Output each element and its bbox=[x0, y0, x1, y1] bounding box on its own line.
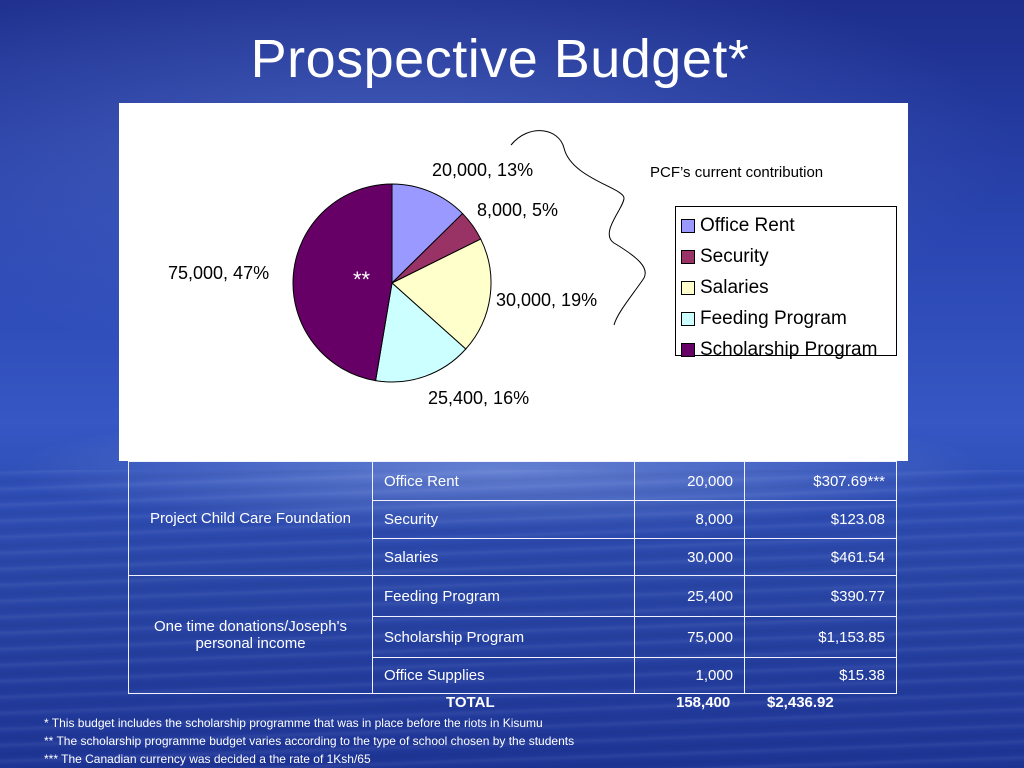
cad-cell: $461.54 bbox=[744, 538, 897, 576]
item-cell: Office Supplies bbox=[372, 657, 635, 694]
data-label-salaries: 30,000, 19% bbox=[496, 290, 597, 310]
pcf-contribution-brace bbox=[510, 130, 646, 326]
cad-cell: $15.38 bbox=[744, 657, 897, 694]
cad-cell: $123.08 bbox=[744, 500, 897, 539]
table-row: Salaries 30,000 $461.54 bbox=[129, 538, 897, 576]
legend-item-feeding-program: Feeding Program bbox=[680, 303, 896, 334]
legend-item-security: Security bbox=[680, 242, 896, 273]
slice-scholarship-program bbox=[292, 183, 393, 382]
legend-swatch bbox=[681, 280, 695, 295]
legend-label: Salaries bbox=[700, 276, 769, 298]
legend-item-salaries: Salaries bbox=[680, 273, 896, 304]
total-row: TOTAL 158,400 $2,436.92 bbox=[0, 694, 1024, 714]
legend-swatch bbox=[681, 219, 695, 234]
ksh-cell: 1,000 bbox=[633, 657, 746, 694]
total-cad: $2,436.92 bbox=[767, 694, 834, 711]
legend-item-scholarship-program: Scholarship Program bbox=[680, 334, 896, 365]
table-row: Office Supplies 1,000 $15.38 bbox=[129, 657, 897, 694]
item-cell: Office Rent bbox=[372, 461, 635, 501]
legend-item-office-rent: Office Rent bbox=[680, 211, 896, 242]
table-row: One time donations/Joseph's personal inc… bbox=[128, 575, 897, 694]
total-label: TOTAL bbox=[446, 694, 495, 711]
cad-cell: $307.69*** bbox=[744, 461, 897, 501]
page-title: Prospective Budget* bbox=[250, 29, 750, 89]
group-label-pcf: Project Child Care Foundation bbox=[128, 461, 373, 576]
ksh-cell: 8,000 bbox=[633, 500, 746, 539]
legend-label: Security bbox=[700, 246, 769, 268]
item-cell: Security bbox=[372, 500, 635, 539]
slice-salaries bbox=[391, 238, 492, 350]
item-cell: Feeding Program bbox=[372, 575, 635, 617]
data-label-office-rent: 20,000, 13% bbox=[432, 160, 533, 180]
table-row: Scholarship Program 75,000 $1,153.85 bbox=[129, 616, 897, 658]
footnotes: * This budget includes the scholarship p… bbox=[44, 714, 574, 768]
ksh-cell: 25,400 bbox=[633, 575, 746, 617]
ksh-cell: 30,000 bbox=[633, 538, 746, 576]
table-row: Project Child Care Foundation Office Ren… bbox=[128, 461, 897, 576]
ksh-cell: 75,000 bbox=[633, 616, 746, 658]
legend-swatch bbox=[681, 250, 695, 265]
item-cell: Salaries bbox=[372, 538, 635, 576]
pie-chart-panel: 20,000, 13% 8,000, 5% 30,000, 19% 25,400… bbox=[119, 103, 908, 461]
data-label-security: 8,000, 5% bbox=[477, 200, 558, 220]
budget-table: Project Child Care Foundation Office Ren… bbox=[128, 461, 897, 694]
cad-cell: $1,153.85 bbox=[744, 616, 897, 658]
footnote-3: *** The Canadian currency was decided a … bbox=[44, 752, 371, 766]
legend-label: Scholarship Program bbox=[700, 338, 878, 360]
ksh-cell: 20,000 bbox=[633, 461, 746, 501]
pcf-contribution-annotation: PCF’s current contribution bbox=[650, 164, 824, 181]
legend-swatch bbox=[681, 342, 695, 357]
legend-label: Office Rent bbox=[700, 215, 795, 237]
footnote-1: * This budget includes the scholarship p… bbox=[44, 716, 543, 730]
total-ksh: 158,400 bbox=[676, 694, 731, 711]
legend-label: Feeding Program bbox=[700, 307, 847, 329]
legend-swatch bbox=[681, 311, 695, 326]
data-label-scholarship-program: 75,000, 47% bbox=[168, 263, 269, 283]
chart-legend: Office Rent Security Salaries Feeding Pr… bbox=[675, 206, 897, 360]
cad-cell: $390.77 bbox=[744, 575, 897, 617]
footnote-2: ** The scholarship programme budget vari… bbox=[44, 734, 575, 748]
data-label-feeding-program: 25,400, 16% bbox=[428, 388, 529, 408]
group-label-donations: One time donations/Joseph's personal inc… bbox=[128, 575, 373, 694]
item-cell: Scholarship Program bbox=[372, 616, 635, 658]
pie-chart: 20,000, 13% 8,000, 5% 30,000, 19% 25,400… bbox=[168, 130, 646, 408]
scholarship-note-mark: ** bbox=[353, 267, 371, 292]
slice-feeding-program bbox=[375, 282, 467, 383]
slice-office-rent bbox=[391, 183, 464, 285]
